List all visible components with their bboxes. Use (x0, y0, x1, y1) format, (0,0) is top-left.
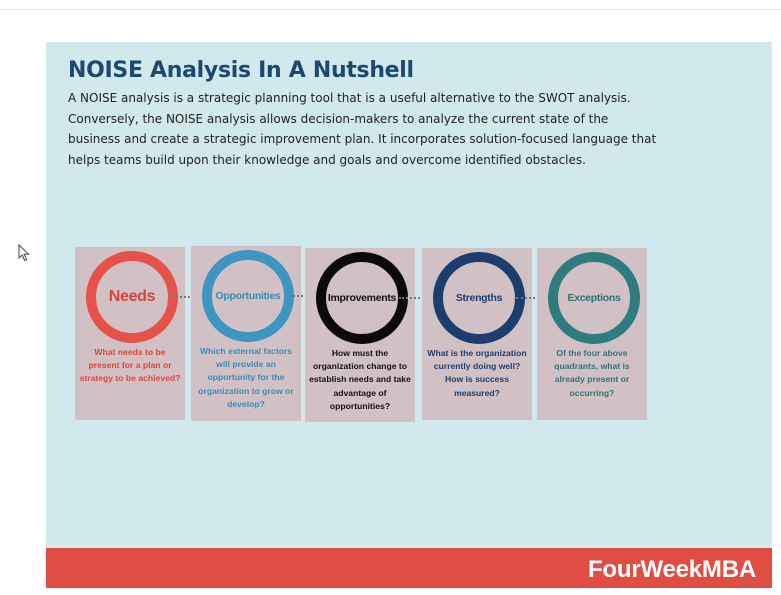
step-question-strengths: What is the organization currently doing… (427, 348, 527, 398)
infographic-description: A NOISE analysis is a strategic planning… (68, 91, 657, 167)
ring-exceptions: Exceptions (548, 252, 640, 344)
step-opportunities: Opportunities Which external factors wil… (191, 246, 301, 421)
step-question-exceptions: Of the four above quadrants, what is alr… (554, 348, 630, 398)
step-label-exceptions: Exceptions (567, 292, 621, 304)
step-question-opportunities: Which external factors will provide an o… (198, 346, 294, 409)
ring-needs: Needs (86, 251, 178, 343)
noise-steps: Needs What needs to be present for a pla… (46, 42, 772, 588)
infographic-card: NOISE Analysis In A Nutshell A NOISE ana… (46, 42, 772, 588)
step-label-strengths: Strengths (455, 292, 503, 304)
step-strengths: Strengths What is the organization curre… (422, 248, 532, 420)
step-label-improvements: Improvements (327, 292, 397, 304)
ring-opportunities: Opportunities (202, 250, 294, 342)
ring-strengths: Strengths (433, 252, 525, 344)
step-label-opportunities: Opportunities (215, 290, 281, 302)
ring-improvements: Improvements (316, 252, 408, 344)
step-exceptions: Exceptions Of the four above quadrants, … (537, 248, 647, 420)
top-divider (0, 9, 781, 10)
infographic-title: NOISE Analysis In A Nutshell (68, 58, 414, 83)
mouse-cursor-icon (18, 244, 30, 262)
step-needs: Needs What needs to be present for a pla… (75, 247, 185, 420)
step-question-needs: What needs to be present for a plan or s… (79, 347, 181, 384)
brand-footer: FourWeekMBA (46, 548, 772, 588)
step-label-needs: Needs (108, 288, 156, 305)
step-improvements: Improvements How must the organization c… (305, 248, 415, 422)
step-question-improvements: How must the organization change to esta… (309, 348, 411, 411)
brand-logo: FourWeekMBA (587, 556, 756, 583)
